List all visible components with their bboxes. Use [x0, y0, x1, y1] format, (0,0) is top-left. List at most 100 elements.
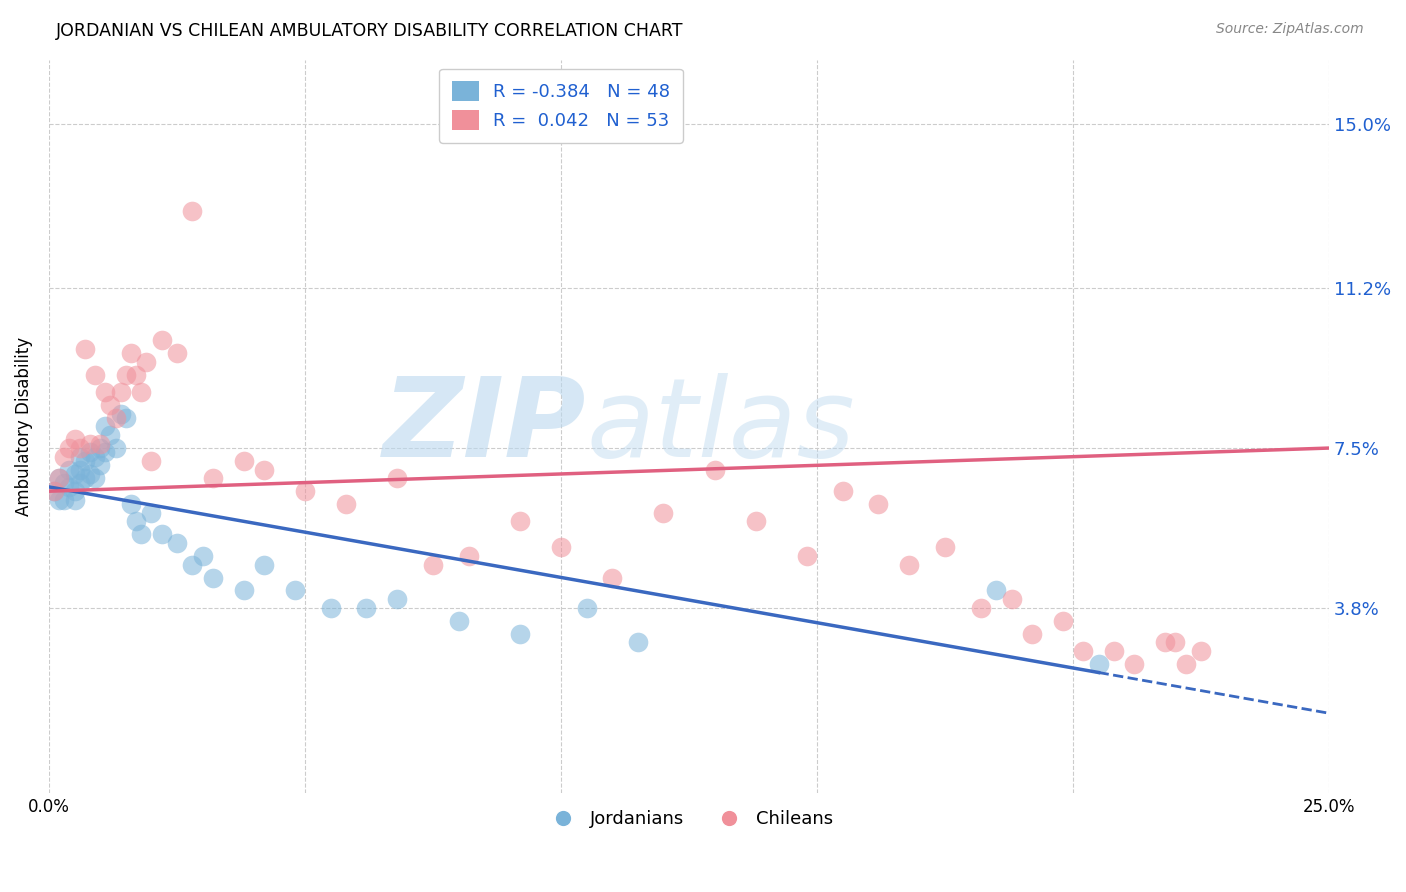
Point	[703, 462, 725, 476]
Point	[796, 549, 818, 563]
Point	[110, 384, 132, 399]
Point	[48, 471, 70, 485]
Point	[120, 346, 142, 360]
Point	[42, 484, 65, 499]
Point	[141, 454, 163, 468]
Point	[89, 458, 111, 473]
Point	[69, 475, 91, 490]
Point	[509, 626, 531, 640]
Point	[319, 600, 342, 615]
Point	[232, 454, 254, 468]
Point	[509, 515, 531, 529]
Point	[744, 515, 766, 529]
Point	[422, 558, 444, 572]
Point	[84, 450, 107, 464]
Point	[42, 484, 65, 499]
Point	[1164, 635, 1187, 649]
Point	[110, 407, 132, 421]
Point	[63, 433, 86, 447]
Point	[94, 384, 117, 399]
Point	[831, 484, 853, 499]
Point	[335, 497, 357, 511]
Point	[150, 333, 173, 347]
Point	[58, 480, 80, 494]
Point	[1174, 657, 1197, 671]
Point	[600, 570, 623, 584]
Point	[104, 441, 127, 455]
Point	[201, 570, 224, 584]
Point	[627, 635, 650, 649]
Point	[1000, 592, 1022, 607]
Point	[79, 436, 101, 450]
Point	[94, 445, 117, 459]
Point	[934, 541, 956, 555]
Point	[104, 410, 127, 425]
Point	[166, 346, 188, 360]
Point	[129, 384, 152, 399]
Point	[73, 454, 96, 468]
Point	[53, 475, 76, 490]
Point	[1087, 657, 1109, 671]
Point	[986, 583, 1008, 598]
Point	[294, 484, 316, 499]
Point	[652, 506, 675, 520]
Point	[125, 515, 148, 529]
Point	[58, 462, 80, 476]
Point	[191, 549, 214, 563]
Point	[868, 497, 890, 511]
Text: Source: ZipAtlas.com: Source: ZipAtlas.com	[1216, 22, 1364, 37]
Point	[63, 492, 86, 507]
Point	[84, 368, 107, 382]
Point	[385, 592, 408, 607]
Point	[129, 527, 152, 541]
Point	[79, 467, 101, 481]
Point	[1071, 644, 1094, 658]
Point	[201, 471, 224, 485]
Point	[114, 410, 136, 425]
Point	[48, 471, 70, 485]
Point	[63, 467, 86, 481]
Point	[84, 471, 107, 485]
Y-axis label: Ambulatory Disability: Ambulatory Disability	[15, 337, 32, 516]
Point	[550, 541, 572, 555]
Point	[94, 419, 117, 434]
Point	[385, 471, 408, 485]
Point	[970, 600, 993, 615]
Point	[63, 484, 86, 499]
Point	[181, 558, 204, 572]
Point	[69, 462, 91, 476]
Point	[69, 441, 91, 455]
Point	[1102, 644, 1125, 658]
Point	[125, 368, 148, 382]
Text: JORDANIAN VS CHILEAN AMBULATORY DISABILITY CORRELATION CHART: JORDANIAN VS CHILEAN AMBULATORY DISABILI…	[56, 22, 683, 40]
Point	[166, 536, 188, 550]
Point	[1021, 626, 1043, 640]
Point	[457, 549, 479, 563]
Point	[575, 600, 598, 615]
Point	[89, 441, 111, 455]
Text: atlas: atlas	[586, 373, 855, 480]
Point	[73, 471, 96, 485]
Point	[1154, 635, 1177, 649]
Legend: Jordanians, Chileans: Jordanians, Chileans	[537, 803, 841, 836]
Point	[69, 450, 91, 464]
Point	[89, 436, 111, 450]
Text: ZIP: ZIP	[382, 373, 586, 480]
Point	[447, 614, 470, 628]
Point	[141, 506, 163, 520]
Point	[253, 462, 276, 476]
Point	[53, 450, 76, 464]
Point	[73, 342, 96, 356]
Point	[100, 398, 122, 412]
Point	[120, 497, 142, 511]
Point	[356, 600, 378, 615]
Point	[253, 558, 276, 572]
Point	[150, 527, 173, 541]
Point	[1123, 657, 1146, 671]
Point	[232, 583, 254, 598]
Point	[1189, 644, 1212, 658]
Point	[100, 428, 122, 442]
Point	[53, 492, 76, 507]
Point	[1052, 614, 1074, 628]
Point	[79, 445, 101, 459]
